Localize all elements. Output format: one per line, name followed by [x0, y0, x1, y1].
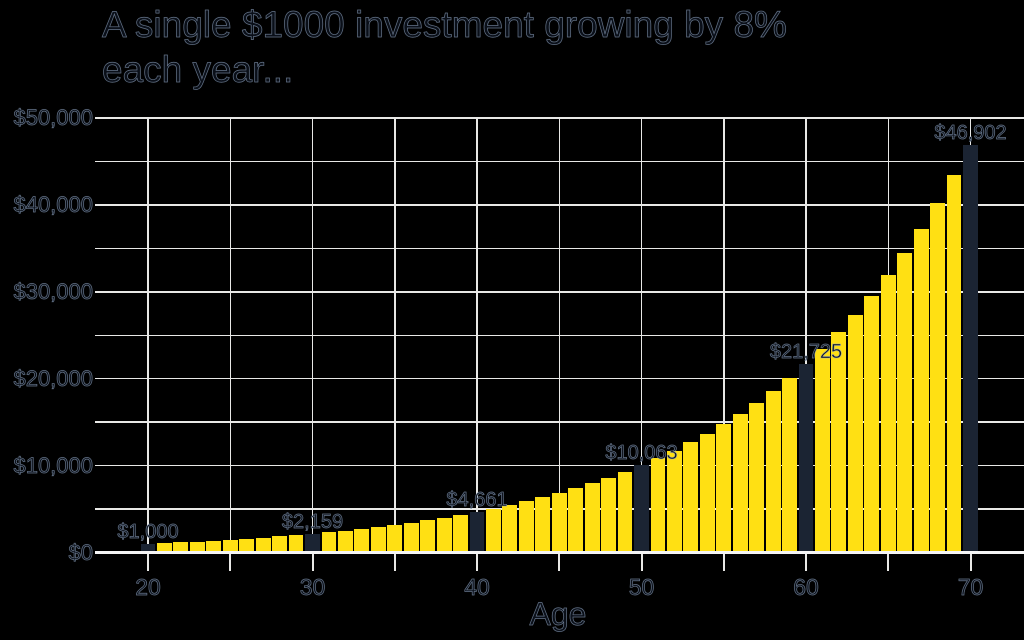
x-tick-label: 40	[464, 574, 490, 601]
vertical-gridline	[147, 118, 149, 553]
chart-title-line2: each year...	[102, 49, 294, 91]
bar-age-27	[255, 537, 271, 553]
data-label-age-30: $2,159	[281, 510, 344, 533]
vertical-gridline	[558, 118, 560, 553]
bar-age-26	[239, 538, 255, 553]
bar-age-62	[831, 332, 847, 553]
highlighted-bar-age-70	[963, 144, 978, 553]
x-axis-tick	[393, 554, 396, 571]
bar-age-54	[699, 433, 715, 553]
x-axis-tick	[476, 554, 478, 571]
bar-age-25	[222, 539, 238, 553]
x-axis-tick	[229, 554, 232, 571]
bar-age-49	[617, 471, 633, 553]
x-tick-label: 60	[793, 574, 819, 601]
x-tick-label: 30	[299, 574, 326, 601]
y-tick-label: $30,000	[13, 278, 93, 304]
x-axis-tick	[969, 554, 972, 571]
bar-age-67	[913, 228, 929, 553]
bar-age-46	[568, 488, 584, 553]
vertical-gridline	[229, 118, 231, 553]
highlighted-bar-age-60	[798, 363, 814, 553]
x-axis-tick	[311, 554, 314, 571]
x-tick-label: 20	[135, 574, 161, 601]
bar-age-35	[387, 524, 403, 553]
bar-age-61	[815, 348, 830, 553]
bar-age-28	[272, 536, 288, 553]
bar-age-59	[782, 377, 797, 553]
bar-age-45	[551, 492, 567, 553]
vertical-gridline	[640, 118, 643, 553]
bar-age-32	[337, 530, 353, 553]
bar-age-48	[601, 477, 617, 553]
bar-age-56	[732, 413, 748, 553]
bar-age-44	[535, 497, 551, 553]
x-tick-label: 70	[957, 574, 984, 601]
bar-age-69	[946, 175, 962, 553]
bar-age-38	[436, 517, 452, 553]
bar-age-42	[502, 505, 518, 553]
highlighted-bar-age-40	[469, 511, 485, 553]
bar-age-36	[403, 522, 419, 553]
highlighted-bar-age-30	[305, 533, 320, 553]
vertical-gridline	[805, 118, 807, 553]
bar-age-33	[354, 528, 370, 553]
bar-age-65	[880, 275, 896, 553]
x-axis-tick	[640, 554, 643, 571]
bar-age-23	[189, 541, 205, 553]
data-label-age-60: $21,725	[769, 340, 843, 363]
highlighted-bar-age-50	[634, 465, 649, 553]
bar-age-31	[321, 532, 337, 553]
bar-age-47	[584, 483, 600, 553]
bar-age-39	[453, 514, 468, 553]
y-tick-label: $40,000	[13, 191, 93, 218]
chart-title-line1: A single $1000 investment growing by 8%	[102, 4, 788, 46]
bar-age-63	[847, 314, 863, 553]
y-tick-label: $0	[68, 539, 93, 565]
bar-age-34	[370, 526, 386, 553]
data-label-age-40: $4,661	[446, 488, 508, 512]
x-axis-tick	[887, 554, 890, 571]
bar-age-41	[486, 508, 501, 553]
x-axis-tick	[805, 554, 807, 571]
bar-age-21	[157, 543, 172, 553]
x-axis-tick	[147, 554, 149, 571]
vertical-gridline	[311, 118, 314, 553]
bar-age-68	[930, 203, 946, 553]
bar-age-57	[749, 402, 765, 553]
vertical-gridline	[476, 118, 478, 553]
x-axis-tick	[558, 554, 561, 571]
vertical-gridline	[394, 118, 396, 553]
bar-age-58	[765, 390, 781, 553]
bar-age-24	[206, 540, 222, 553]
x-axis-tick	[722, 554, 725, 571]
bar-age-52	[666, 450, 682, 553]
bar-age-66	[897, 252, 913, 553]
chart-title: A single $1000 investment growing by 8% …	[102, 2, 788, 92]
bar-age-29	[288, 535, 304, 553]
bar-age-55	[716, 424, 732, 553]
y-tick-label: $10,000	[13, 452, 93, 478]
x-axis-line	[95, 551, 1024, 554]
data-label-age-20: $1,000	[117, 520, 179, 543]
x-axis-title: Age	[529, 596, 587, 633]
bar-age-53	[683, 442, 699, 553]
data-label-age-50: $10,063	[605, 442, 678, 465]
bar-age-37	[420, 520, 436, 553]
bar-age-64	[864, 295, 880, 553]
bar-age-43	[518, 501, 534, 553]
vertical-gridline	[723, 118, 725, 553]
y-tick-label: $50,000	[13, 105, 93, 131]
bar-age-22	[173, 542, 189, 553]
highlighted-bar-age-20	[140, 543, 156, 553]
y-tick-label: $20,000	[13, 365, 93, 391]
x-tick-label: 50	[628, 574, 655, 601]
bar-age-51	[650, 458, 666, 553]
data-label-age-70: $46,902	[934, 121, 1007, 145]
